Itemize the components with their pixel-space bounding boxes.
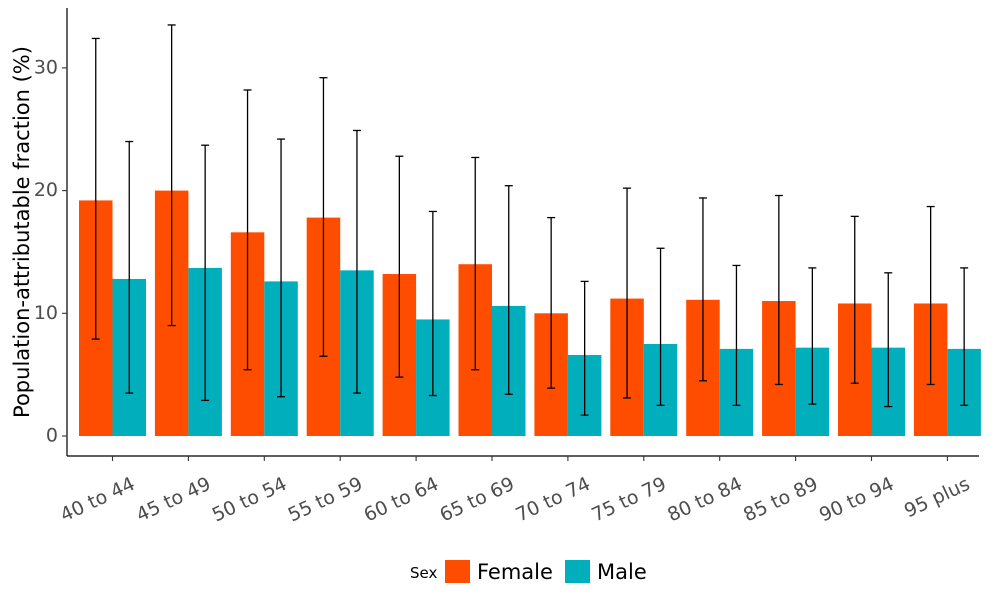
error-bar-female-3 [319, 77, 328, 357]
x-tick-label-4: 60 to 64 [361, 473, 442, 527]
error-bar-male-6 [580, 280, 589, 416]
error-bar-female-9 [774, 194, 783, 386]
error-bars-layer [91, 24, 969, 416]
error-bar-female-11 [926, 205, 935, 386]
error-bar-male-7 [656, 247, 665, 406]
error-bar-male-4 [428, 210, 437, 397]
bars-layer [79, 190, 981, 436]
error-bar-male-3 [352, 129, 361, 394]
legend: Sex Female Male [410, 560, 647, 584]
x-tick-label-2: 50 to 54 [209, 473, 290, 527]
x-tick-label-9: 85 to 89 [740, 473, 821, 527]
error-bar-male-0 [125, 140, 134, 394]
x-tick-label-0: 40 to 44 [57, 473, 138, 527]
legend-title: Sex [410, 564, 437, 582]
error-bar-female-7 [623, 187, 632, 399]
x-tick-label-11: 95 plus [901, 473, 973, 522]
y-axis-title: Population-attributable fraction (%) [10, 46, 34, 418]
x-tick-label-1: 45 to 49 [133, 473, 214, 527]
error-bar-male-5 [504, 185, 513, 395]
x-tick-label-10: 90 to 94 [816, 473, 897, 527]
error-bar-female-6 [547, 216, 556, 389]
legend-key-female [445, 560, 470, 583]
error-bar-female-4 [395, 155, 404, 378]
legend-key-male [565, 560, 590, 583]
y-axis-ticks: 0 10 20 30 [34, 56, 67, 447]
error-bar-male-8 [732, 264, 741, 406]
error-bar-male-2 [277, 138, 286, 398]
error-bar-male-1 [201, 144, 210, 402]
x-tick-label-7: 75 to 79 [588, 473, 669, 527]
legend-label-female: Female [477, 560, 553, 584]
error-bar-female-8 [698, 197, 707, 382]
x-tick-label-8: 80 to 84 [664, 473, 745, 527]
y-tick-label-3: 30 [34, 56, 58, 78]
error-bar-female-0 [91, 37, 100, 340]
x-tick-label-6: 70 to 74 [512, 473, 593, 527]
error-bar-male-11 [960, 267, 969, 406]
y-tick-label-1: 10 [34, 302, 58, 324]
error-bar-female-2 [243, 89, 252, 371]
error-bar-male-10 [884, 272, 893, 408]
x-tick-label-5: 65 to 69 [436, 473, 517, 527]
y-tick-label-0: 0 [46, 425, 58, 447]
error-bar-female-1 [167, 24, 176, 327]
legend-label-male: Male [597, 560, 647, 584]
error-bar-female-5 [471, 156, 480, 371]
error-bar-female-10 [850, 215, 859, 384]
y-tick-label-2: 20 [34, 179, 58, 201]
x-tick-label-3: 55 to 59 [285, 473, 366, 527]
error-bar-male-9 [808, 267, 817, 405]
